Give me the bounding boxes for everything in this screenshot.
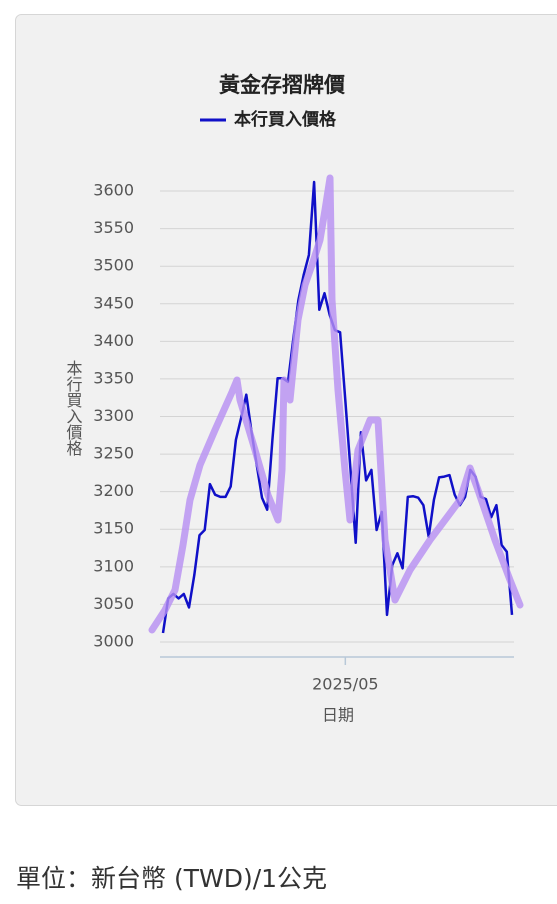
y-tick-label: 3550 bbox=[93, 218, 134, 237]
y-tick-label: 3000 bbox=[93, 631, 134, 650]
y-axis-label: 本行買入價格 bbox=[64, 360, 83, 456]
y-tick-label: 3400 bbox=[93, 331, 134, 350]
y-tick-label: 3050 bbox=[93, 594, 134, 613]
y-tick-label: 3100 bbox=[93, 556, 134, 575]
y-tick-label: 3600 bbox=[93, 181, 134, 200]
y-tick-label: 3200 bbox=[93, 481, 134, 500]
legend-label: 本行買入價格 bbox=[234, 109, 337, 130]
x-tick-label: 2025/05 bbox=[312, 675, 378, 694]
y-tick-label: 3450 bbox=[93, 293, 134, 312]
y-tick-label: 3300 bbox=[93, 406, 134, 425]
x-axis-label: 日期 bbox=[322, 706, 354, 725]
y-tick-label: 3500 bbox=[93, 256, 134, 275]
y-tick-label: 3250 bbox=[93, 444, 134, 463]
y-tick-label: 3350 bbox=[93, 368, 134, 387]
footer-note: 單位：新台幣 (TWD)/1公克 bbox=[16, 864, 327, 893]
y-tick-label: 3150 bbox=[93, 519, 134, 538]
chart-title: 黃金存摺牌價 bbox=[219, 73, 346, 97]
